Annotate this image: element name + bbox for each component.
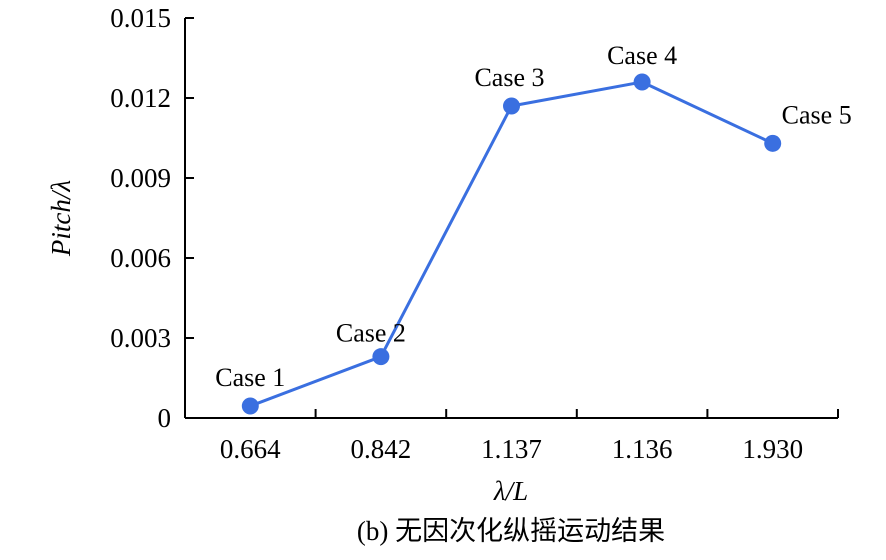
x-tick-label: 0.842 [351,434,412,464]
data-point [503,97,520,115]
x-tick-label: 1.137 [481,434,542,464]
series-line-group [241,73,782,415]
x-axis-ticks: 0.664 0.842 1.137 1.136 1.930 [220,409,839,464]
y-tick-label: 0.006 [110,243,171,273]
data-label: Case 3 [474,63,544,92]
x-tick-label: 0.664 [220,434,281,464]
x-axis-title: λ/L [493,476,528,506]
data-point [764,134,782,152]
y-tick-label: 0.009 [110,163,171,193]
y-tick-label: 0.003 [110,323,171,353]
point-labels: Case 1 Case 2 Case 3 Case 4 Case 5 [215,41,851,392]
data-point [241,397,259,415]
x-tick-label: 1.136 [612,434,673,464]
y-axis-title: Pitch/λ [46,180,76,257]
y-tick-label: 0.015 [110,3,171,33]
data-label: Case 4 [607,41,677,70]
y-axis-ticks: 0 0.003 0.006 0.009 0.012 0.015 [110,3,194,433]
y-tick-label: 0.012 [110,83,171,113]
x-tick-label: 1.930 [742,434,803,464]
axes [184,18,838,419]
y-tick-label: 0 [158,403,172,433]
series-line [249,80,774,408]
data-label: Case 1 [215,363,285,392]
chart-caption: (b) 无因次化纵摇运动结果 [357,516,665,546]
data-label: Case 2 [336,319,406,348]
data-label: Case 5 [782,100,852,129]
data-point [372,348,390,366]
data-point [633,73,651,91]
